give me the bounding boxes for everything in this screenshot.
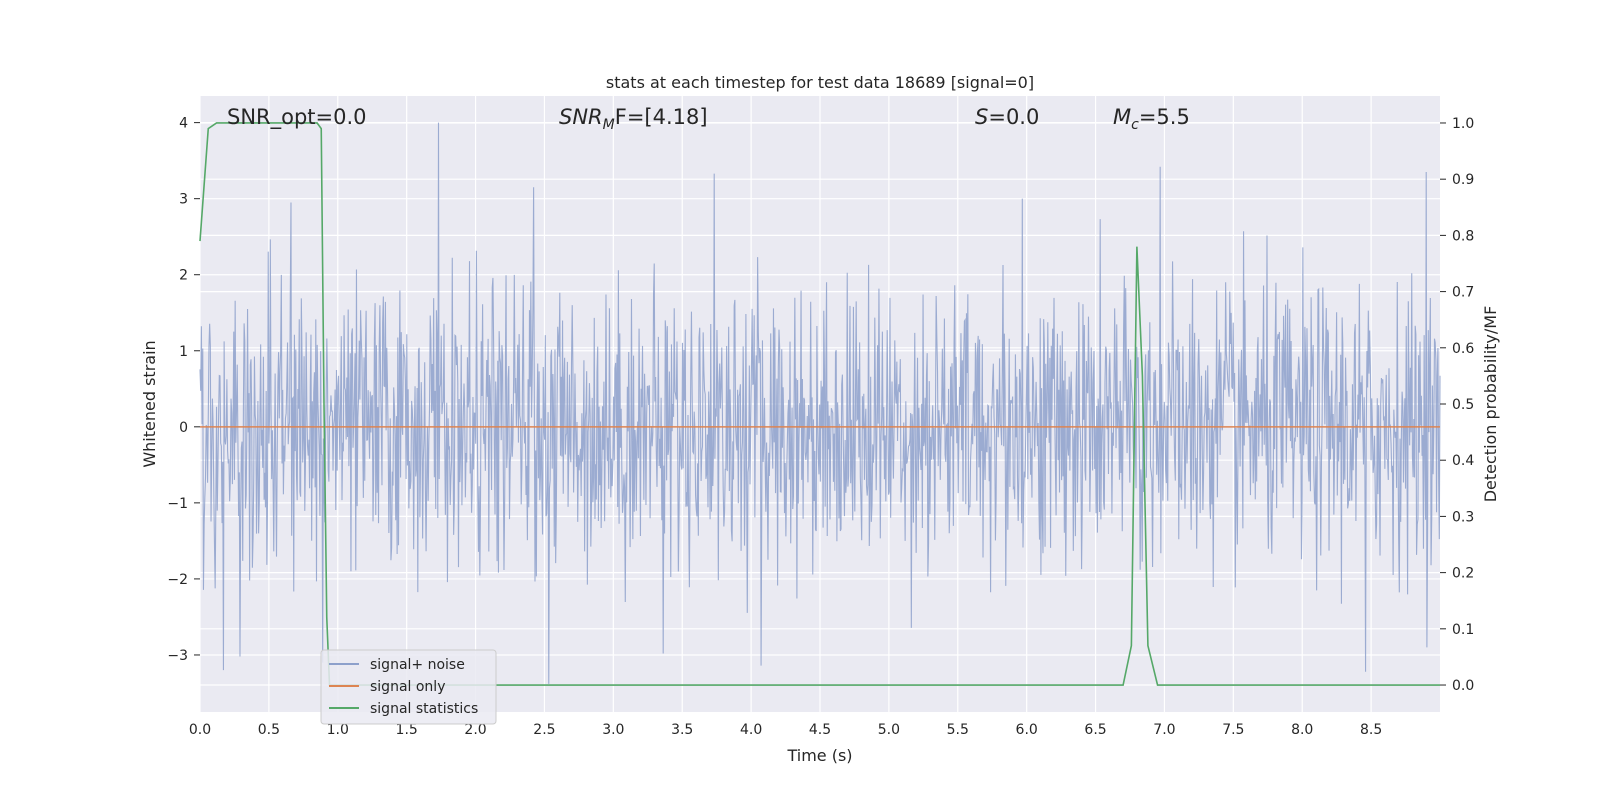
legend-label-statistics: signal statistics [370,701,478,717]
mc-annotation: Mc=5.5 [1113,105,1190,133]
y2-tick-label: 0.3 [1452,509,1474,525]
x-tick-labels: 0.0 0.5 1.0 1.5 2.0 2.5 3.0 3.5 4.0 4.5 5.0 5.5 6.0 6… [189,722,1382,738]
y2-tick-label: 0.7 [1452,285,1474,301]
x-tick-label: 1.5 [396,722,418,738]
y2-tick-label: 0.6 [1452,341,1474,357]
snr-mf-rest: F=[4.18] [615,105,708,129]
y-tick-labels: −3 −2 −1 0 1 2 3 4 [167,116,200,664]
y2-axis-label: Detection probability/MF [1481,306,1500,503]
y-tick-label: 2 [179,268,188,284]
y-tick-label: 1 [179,344,188,360]
y-tick-label: −1 [167,496,188,512]
y-tick-label: 0 [179,420,188,436]
x-tick-label: 5.5 [947,722,969,738]
snr-opt-annotation: SNR_opt=0.0 [227,105,367,130]
y2-tick-label: 0.8 [1452,228,1474,244]
mc-main: M [1113,105,1131,129]
y2-tick-label: 0.2 [1452,566,1474,582]
s-annotation: S=0.0 [975,105,1039,129]
x-axis-label: Time (s) [786,746,852,765]
x-tick-label: 5.0 [878,722,900,738]
chart-title: stats at each timestep for test data 186… [606,73,1034,92]
x-tick-label: 8.0 [1291,722,1313,738]
y2-tick-label: 1.0 [1452,116,1474,132]
x-tick-label: 1.0 [327,722,349,738]
y-tick-label: −3 [167,648,188,664]
y-tick-label: 4 [179,116,188,132]
y-axis-label: Whitened strain [140,340,159,467]
s-main: S [975,105,988,129]
legend-box [320,649,497,725]
legend: signal+ noise signal only signal statist… [320,649,497,725]
snr-mf-annotation: SNRMF=[4.18] [559,105,708,133]
x-tick-label: 4.0 [740,722,762,738]
legend-label-noise: signal+ noise [370,657,465,673]
y-tick-label: −2 [167,572,188,588]
legend-label-signal-only: signal only [370,679,445,695]
y2-tick-label: 0.5 [1452,397,1474,413]
x-tick-label: 7.5 [1222,722,1244,738]
signal-statistics-line [199,122,1440,686]
x-tick-label: 6.5 [1084,722,1106,738]
x-tick-label: 7.0 [1153,722,1175,738]
s-rest: =0.0 [988,105,1039,129]
x-tick-label: 3.5 [671,722,693,738]
snr-mf-main: SNR [559,105,603,129]
mc-rest: =5.5 [1139,105,1190,129]
y2-tick-labels: 0.0 0.1 0.2 0.3 0.4 0.5 0.6 0.7 0.8 0.9 1.0 [1440,116,1474,694]
x-tick-label: 8.5 [1360,722,1382,738]
x-tick-label: 2.0 [464,722,486,738]
snr-mf-sub: M [603,117,615,133]
y2-tick-label: 0.4 [1452,453,1474,469]
y-tick-label: 3 [179,192,188,208]
y2-tick-label: 0.1 [1452,622,1474,638]
x-tick-label: 4.5 [809,722,831,738]
x-tick-label: 0.5 [258,722,280,738]
x-tick-label: 3.0 [602,722,624,738]
y2-tick-label: 0.0 [1452,678,1474,694]
x-tick-label: 6.0 [1016,722,1038,738]
mc-sub: c [1131,117,1139,133]
noise-series [199,122,1441,684]
x-tick-label: 2.5 [533,722,555,738]
x-tick-label: 0.0 [189,722,211,738]
noise-line [199,122,1441,684]
y2-tick-label: 0.9 [1452,172,1474,188]
